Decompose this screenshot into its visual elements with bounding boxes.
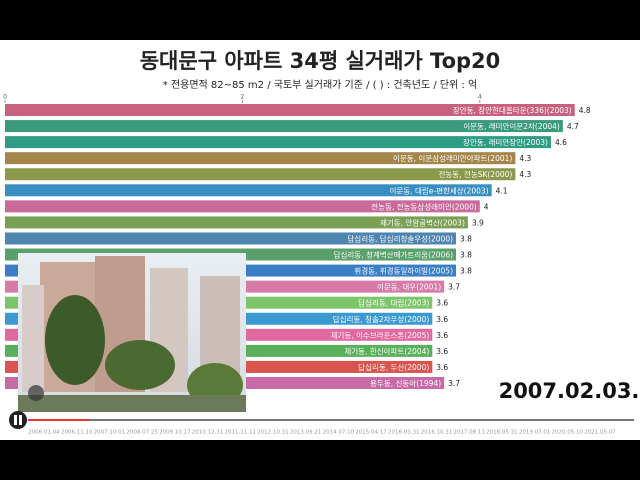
value-label: 3.7: [448, 379, 460, 388]
value-label: 3.6: [436, 363, 448, 372]
bar: [5, 216, 468, 229]
timeline-label: 2012.10.31: [257, 430, 289, 436]
value-label: 3.6: [436, 331, 448, 340]
timeline-label: 2008.07.25: [126, 430, 158, 436]
bar-label: 전농동, 전농동삼성래미안(2000): [371, 201, 477, 211]
date-label: 2007.02.03.: [499, 379, 640, 403]
bar-label: 이문동, 래미안이문2차(2004): [463, 121, 560, 131]
timeline-label: 2018.05.31: [486, 430, 518, 436]
bar: [5, 104, 575, 116]
bar-label: 제기동, 이수브라운스톤(2005): [331, 330, 430, 340]
bar-label: 이문동, 대림e-편한세상(2003): [389, 185, 488, 195]
value-label: 3.6: [436, 315, 448, 324]
value-label: 3.6: [436, 299, 448, 308]
bar-label: 답십리동, 청계벽산메가트리움(2006): [334, 250, 453, 260]
bar-label: 휘경동, 휘경동일하이빌(2005): [354, 266, 453, 276]
pause-icon: [19, 415, 22, 425]
timeline-label: 2015.04.17: [355, 430, 387, 436]
bar-label: 용두동, 신동아(1994): [370, 378, 441, 388]
bar-label: 이문동, 이문삼성래미안아파트(2001): [393, 153, 512, 163]
value-label: 3.8: [460, 251, 472, 260]
pause-icon: [14, 415, 17, 425]
value-label: 3.8: [460, 234, 472, 243]
bar-label: 장안동, 래미안장안(2003): [463, 137, 548, 147]
bar: [5, 200, 480, 213]
photo: [18, 253, 246, 412]
timeline-label: 2013.09.21: [290, 430, 322, 436]
x-tick-label: 4: [478, 94, 482, 101]
bar-label: 장안동, 장안현대홈타운(336)(2003): [453, 105, 572, 115]
bar-label: 답십리동, 두산(2000): [358, 362, 429, 372]
x-tick-label: 0: [3, 94, 7, 101]
timeline-label: 2021.05.07: [584, 430, 616, 436]
bar: [5, 184, 492, 197]
x-tick-label: 2: [240, 94, 244, 101]
timeline-label: 2016.03.31: [388, 430, 420, 436]
bar: [5, 232, 457, 245]
timeline-label: 2007.10.01: [94, 430, 126, 436]
bar-label: 제기동, 한신아파트(2004): [344, 346, 429, 356]
chart-title: 동대문구 아파트 34평 실거래가 Top20: [140, 49, 501, 73]
bar: [5, 168, 516, 181]
timeline-label: 2019.07.01: [519, 430, 551, 436]
play-pause-button[interactable]: [9, 411, 27, 429]
value-label: 4.6: [555, 138, 567, 147]
timeline-label: 2006.11.10: [61, 430, 93, 436]
value-label: 4.3: [519, 154, 531, 163]
bar-label: 답십리동, 답십리청솔우성(2000): [347, 233, 453, 243]
value-label: 4.3: [519, 170, 531, 179]
timeline-label: 2017.08.11: [453, 430, 485, 436]
timeline-label: 2009.10.17: [159, 430, 191, 436]
bar-label: 제기동, 안암골벽산(2003): [380, 217, 465, 227]
bar: [5, 120, 563, 133]
value-label: 3.6: [436, 347, 448, 356]
timeline-label: 2010.12.31: [192, 430, 224, 436]
bar: [5, 136, 551, 149]
timeline-label: 2016.10.31: [421, 430, 453, 436]
bar-label: 답십리동, 청솔2차우성(2000): [333, 314, 430, 324]
timeline-label: 2020.05.10: [552, 430, 584, 436]
value-label: 3.7: [448, 283, 460, 292]
timeline-label: 2011.11.11: [224, 430, 256, 436]
value-label: 3.9: [472, 218, 484, 227]
timeline-label: 2014.07.10: [323, 430, 355, 436]
value-label: 3.8: [460, 267, 472, 276]
value-label: 4.7: [567, 122, 579, 131]
value-label: 4: [484, 202, 489, 211]
bar-label: 전농동, 전농SK(2000): [438, 169, 512, 179]
chart-subtitle: * 전용면적 82~85 m2 / 국토부 실거래가 기준 / ( ) : 건축…: [163, 78, 477, 91]
timeline-label: 2006.01.04: [28, 430, 60, 436]
bar-label: 이문동, 대우(2001): [377, 282, 441, 292]
value-label: 4.1: [496, 186, 508, 195]
value-label: 4.8: [579, 106, 591, 115]
bar: [5, 152, 516, 165]
bar-label: 답십리동, 대림(2003): [358, 298, 429, 308]
